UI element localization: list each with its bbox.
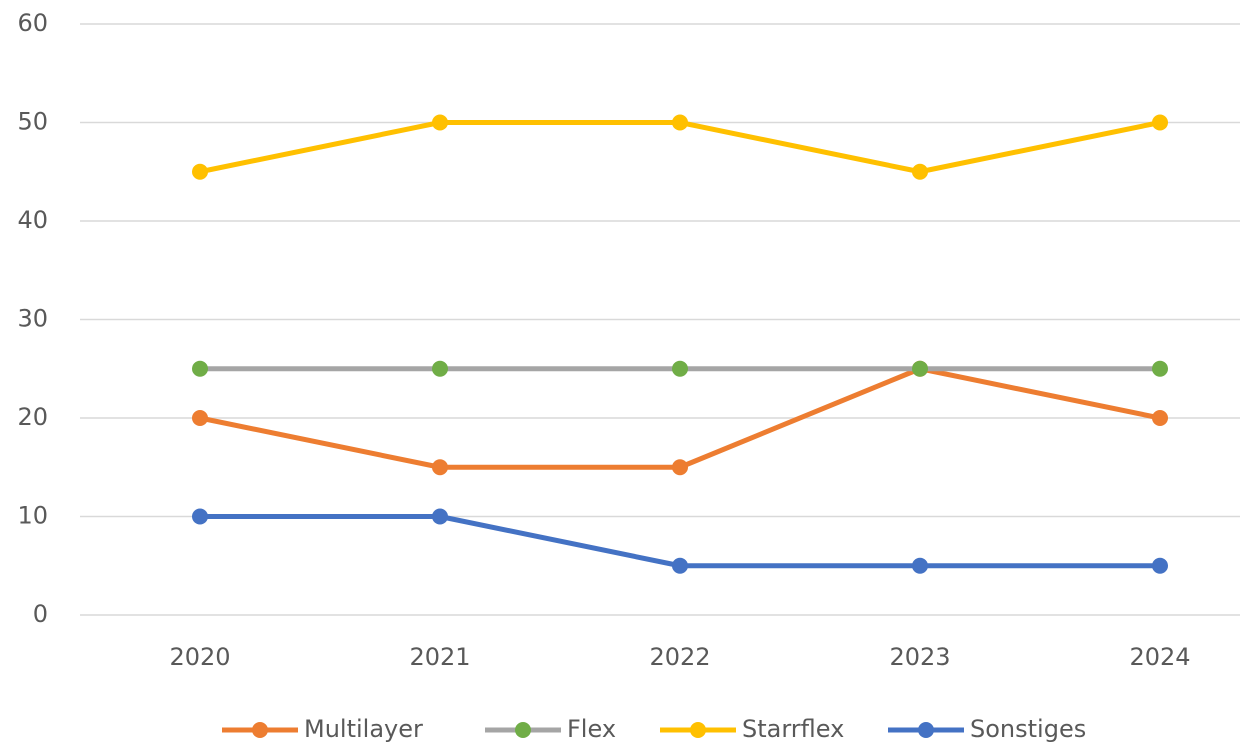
series-marker [672, 557, 688, 574]
series-marker [1152, 114, 1168, 131]
legend-label: Multilayer [304, 715, 423, 743]
series-marker [432, 360, 448, 377]
series-marker [192, 410, 208, 426]
series-marker [1152, 557, 1168, 574]
series-marker [192, 508, 208, 525]
y-tick-label: 20 [17, 403, 48, 431]
series-marker [432, 508, 448, 525]
legend-marker [918, 722, 934, 738]
y-tick-label: 50 [17, 108, 48, 136]
y-tick-label: 10 [17, 502, 48, 530]
x-tick-label: 2023 [889, 643, 950, 671]
legend-marker [252, 722, 268, 738]
y-tick-label: 40 [17, 206, 48, 234]
series-marker [192, 163, 208, 180]
series-marker [672, 459, 688, 476]
series-marker [1152, 360, 1168, 377]
y-tick-label: 30 [17, 305, 48, 333]
series-marker [432, 114, 448, 131]
x-tick-label: 2024 [1129, 643, 1190, 671]
legend-marker [515, 722, 531, 738]
y-tick-label: 60 [17, 9, 48, 37]
series-marker [912, 163, 928, 180]
series-marker [432, 459, 448, 476]
x-tick-label: 2020 [169, 643, 230, 671]
legend-label: Flex [567, 715, 616, 743]
legend-label: Sonstiges [970, 715, 1086, 743]
y-tick-label: 0 [33, 600, 48, 628]
series-marker [1152, 410, 1168, 426]
series-marker [912, 360, 928, 377]
legend-marker [690, 722, 706, 738]
series-marker [672, 360, 688, 377]
series-marker [672, 114, 688, 131]
x-tick-label: 2021 [409, 643, 470, 671]
x-tick-label: 2022 [649, 643, 710, 671]
series-marker [912, 557, 928, 574]
series-marker [192, 360, 208, 377]
legend-label: Starrflex [742, 715, 844, 743]
